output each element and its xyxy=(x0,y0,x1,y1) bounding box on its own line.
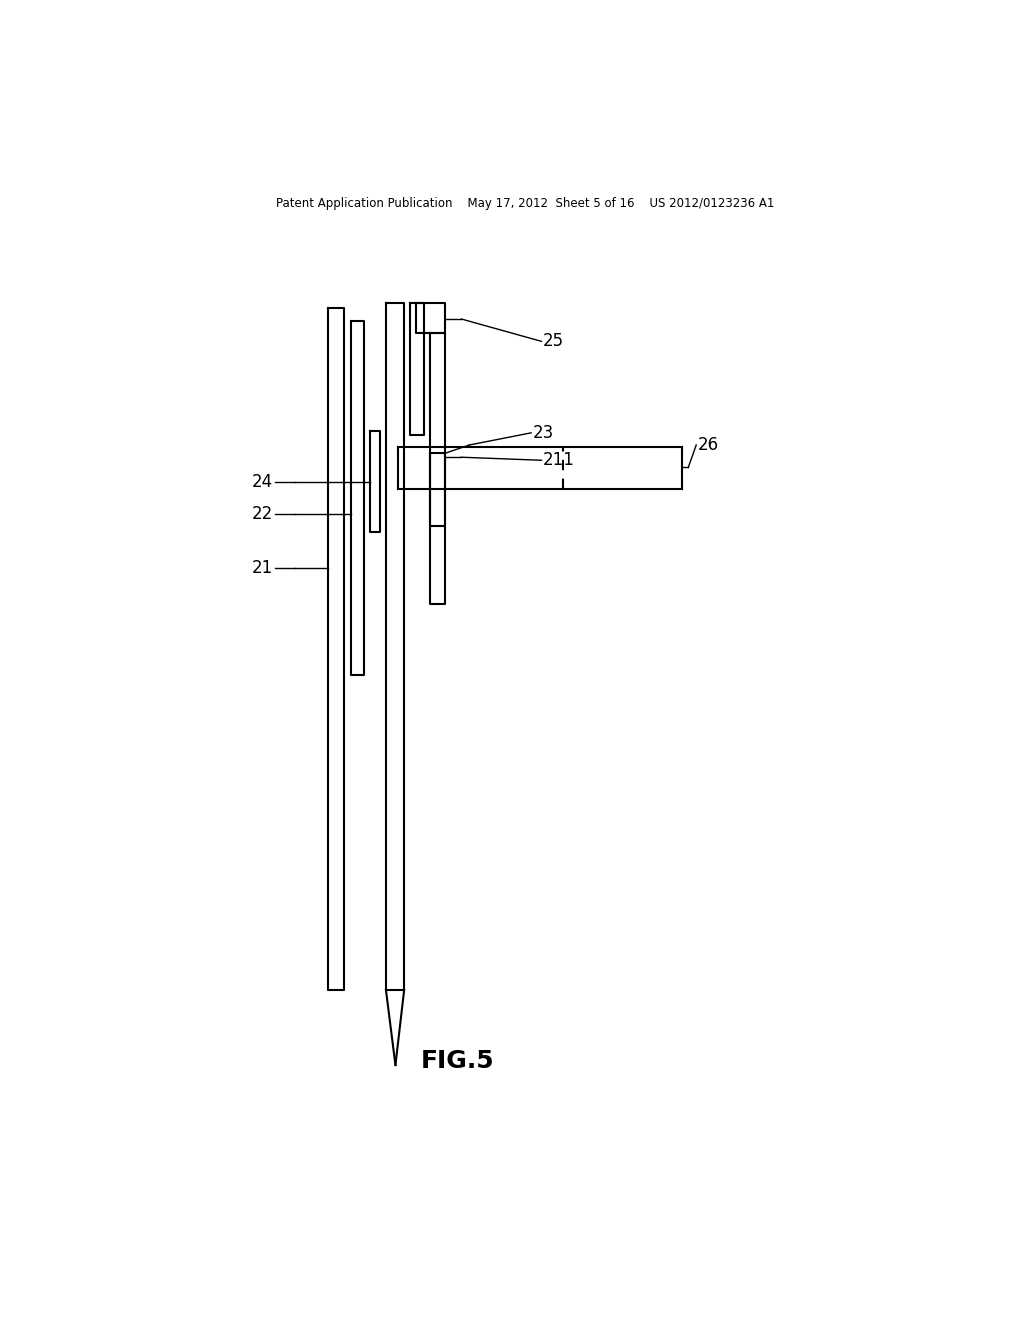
Text: Patent Application Publication    May 17, 2012  Sheet 5 of 16    US 2012/0123236: Patent Application Publication May 17, 2… xyxy=(275,197,774,210)
Text: 24: 24 xyxy=(252,473,273,491)
Text: FIG.5: FIG.5 xyxy=(421,1049,495,1073)
Text: 26: 26 xyxy=(697,436,719,454)
Text: 21: 21 xyxy=(252,558,273,577)
Text: 211: 211 xyxy=(543,451,574,470)
Text: 23: 23 xyxy=(532,424,554,442)
Text: 25: 25 xyxy=(543,333,564,350)
Text: 22: 22 xyxy=(252,506,273,523)
